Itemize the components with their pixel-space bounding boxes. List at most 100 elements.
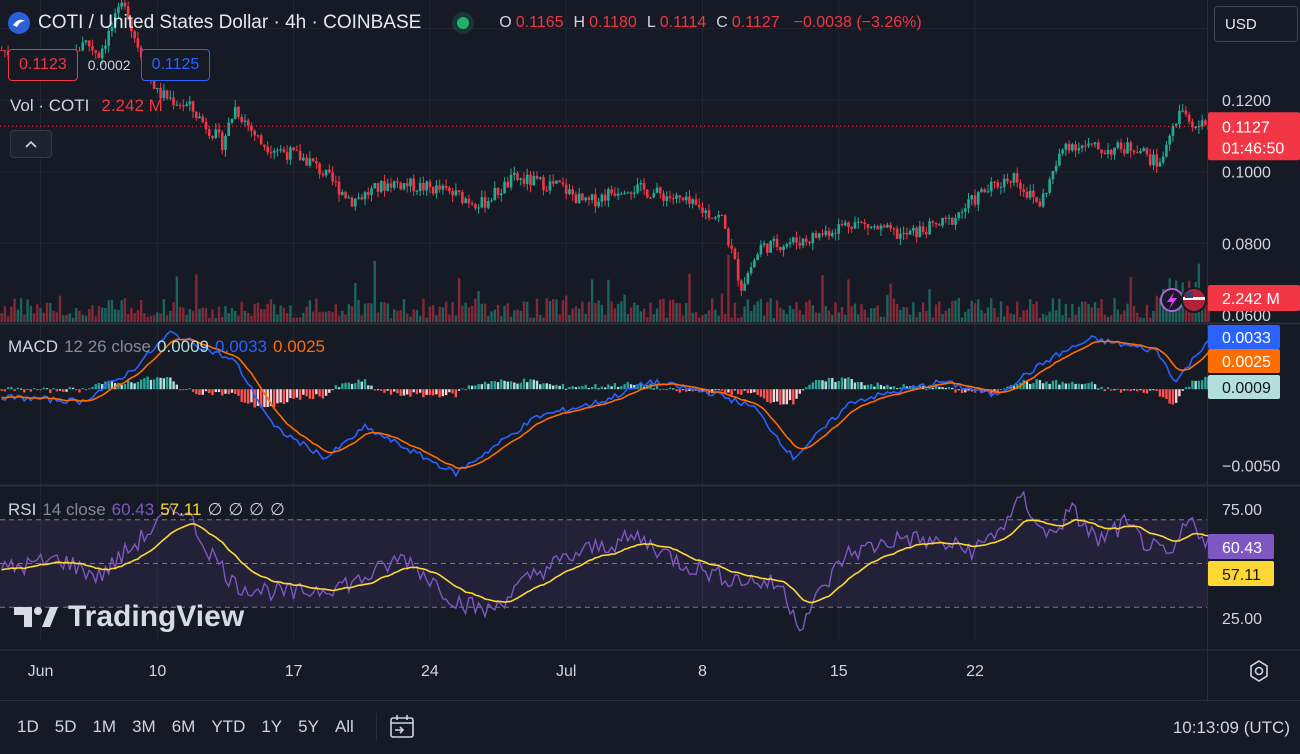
- candle-body: [1093, 142, 1097, 145]
- macd-histogram-bar: [1064, 383, 1068, 390]
- volume-bar: [818, 312, 821, 322]
- macd-legend[interactable]: MACD 12 26 close 0.0009 0.0033 0.0025: [8, 337, 325, 357]
- candle-body: [94, 50, 98, 53]
- macd-histogram-bar: [376, 389, 380, 391]
- volume-bar: [1071, 303, 1074, 322]
- macd-histogram-bar: [1136, 389, 1139, 392]
- price-chart[interactable]: 0.14000.12000.10000.08000.06000.112701:4…: [0, 0, 1300, 700]
- candle-body: [736, 259, 740, 281]
- ohlc-values: O 0.1165 H 0.1180 L 0.1114 C 0.1127 −0.0038 (−3.…: [493, 14, 921, 32]
- candle-body: [1061, 149, 1064, 154]
- volume-bar: [837, 312, 840, 322]
- range-button-1d[interactable]: 1D: [17, 717, 39, 736]
- macd-histogram-bar: [1132, 389, 1136, 391]
- chart-settings-icon[interactable]: [1246, 658, 1272, 684]
- volume-bar: [743, 306, 746, 322]
- rsi-value-tag: [1208, 561, 1274, 586]
- macd-histogram-bar: [876, 382, 879, 390]
- candle-body: [1122, 149, 1126, 154]
- macd-histogram-bar: [980, 389, 983, 393]
- macd-value-tag-text: 0.0025: [1222, 354, 1271, 371]
- range-button-6m[interactable]: 6M: [171, 717, 196, 736]
- candle-body: [276, 150, 279, 152]
- candle-body: [263, 144, 266, 147]
- currency-button[interactable]: USD: [1214, 6, 1298, 42]
- volume-bar: [821, 275, 824, 322]
- volume-bar: [441, 307, 445, 322]
- volume-bar: [126, 313, 130, 322]
- candle-body: [989, 181, 993, 192]
- range-button-1y[interactable]: 1Y: [261, 717, 283, 736]
- candle-body: [623, 192, 626, 194]
- candle-body: [934, 222, 938, 225]
- candle-body: [545, 190, 549, 192]
- rsi-legend[interactable]: RSI 14 close 60.43 57.11 ∅ ∅ ∅ ∅: [8, 500, 285, 520]
- candle-body: [104, 45, 107, 49]
- range-button-3m[interactable]: 3M: [132, 717, 156, 736]
- date-range-calendar-icon[interactable]: [387, 713, 417, 741]
- macd-histogram-bar: [766, 389, 769, 402]
- volume-bar: [159, 313, 162, 322]
- candle-body: [1074, 144, 1077, 151]
- macd-histogram-bar: [188, 388, 192, 390]
- macd-histogram-bar: [795, 389, 798, 399]
- volume-bar: [32, 313, 36, 322]
- range-button-1m[interactable]: 1M: [92, 717, 117, 736]
- macd-histogram-bar: [756, 389, 759, 395]
- macd-histogram-bar: [16, 387, 20, 390]
- macd-histogram-bar: [1032, 383, 1035, 390]
- candle-body: [169, 97, 172, 99]
- candle-body: [1155, 154, 1159, 167]
- volume-bar: [960, 317, 964, 322]
- volume-bar: [1067, 317, 1071, 322]
- range-button-5d[interactable]: 5D: [54, 717, 77, 736]
- macd-histogram-bar: [454, 389, 458, 398]
- volume-bar: [561, 300, 565, 322]
- volume-bar: [185, 315, 188, 322]
- candle-body: [136, 38, 140, 48]
- macd-histogram-bar: [42, 387, 46, 390]
- candle-body: [253, 130, 257, 136]
- macd-histogram-bar: [500, 379, 503, 390]
- collapse-legend-button[interactable]: [10, 130, 52, 158]
- volume-bar: [1123, 310, 1126, 322]
- macd-histogram-bar: [285, 389, 289, 403]
- volume-bar: [146, 316, 149, 322]
- range-button-5y[interactable]: 5Y: [298, 717, 319, 736]
- range-button-ytd[interactable]: YTD: [211, 717, 246, 736]
- volume-bar: [295, 317, 299, 322]
- macd-histogram-bar: [350, 383, 354, 390]
- volume-bar: [75, 308, 78, 322]
- macd-histogram-bar: [529, 379, 532, 390]
- candle-body: [269, 152, 273, 154]
- volume-bar: [91, 305, 94, 322]
- macd-histogram-bar: [217, 389, 221, 393]
- macd-histogram-bar: [1090, 381, 1094, 390]
- macd-histogram-bar: [519, 382, 522, 390]
- buy-button[interactable]: 0.1125: [140, 49, 211, 81]
- macd-histogram-bar: [62, 389, 65, 392]
- tradingview-logo[interactable]: TradingView: [12, 600, 244, 634]
- macd-histogram-bar: [759, 389, 763, 397]
- range-button-all[interactable]: All: [334, 717, 354, 736]
- volume-bar: [253, 304, 256, 322]
- macd-histogram-bar: [886, 384, 889, 390]
- volume-bar: [1041, 313, 1045, 322]
- candle-body: [759, 245, 763, 255]
- sell-button[interactable]: 0.1123: [8, 49, 78, 81]
- volume-bar: [740, 316, 743, 322]
- candle-body: [1009, 181, 1013, 183]
- volume-bar: [759, 298, 763, 322]
- volume-bar: [1119, 314, 1123, 322]
- candle-body: [1006, 178, 1009, 182]
- symbol-title[interactable]: COTI / United States Dollar · 4h · COINB…: [38, 12, 422, 33]
- candle-body: [1028, 190, 1032, 198]
- rsi-value-tag: [1208, 534, 1274, 559]
- volume-bar: [957, 298, 960, 322]
- rsi-ma-value: 57.11: [160, 500, 202, 519]
- rsi-name: RSI: [8, 500, 37, 519]
- volume-bar: [71, 317, 75, 322]
- volume-legend[interactable]: Vol · COTI 2.242 M: [10, 96, 163, 116]
- utc-clock[interactable]: 10:13:09 (UTC): [1173, 701, 1290, 754]
- volume-bar: [840, 307, 844, 322]
